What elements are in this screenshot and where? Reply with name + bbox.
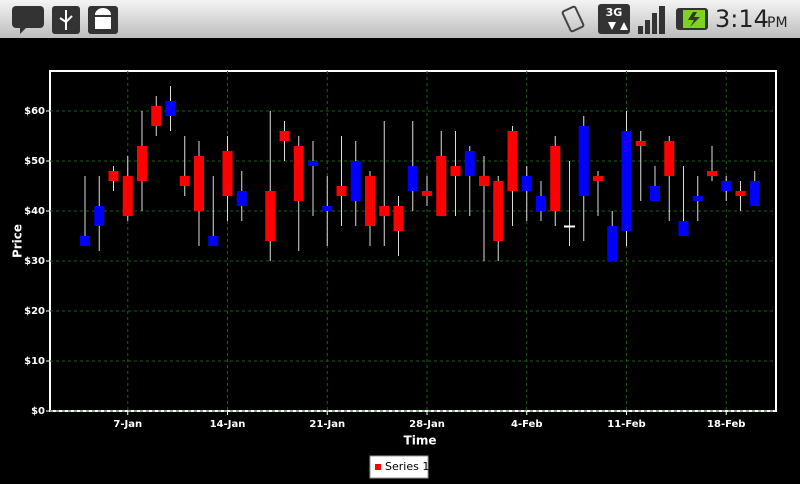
candle-body: [464, 151, 475, 176]
candle-body: [236, 191, 247, 206]
candle-body: [407, 166, 418, 191]
candle-body: [194, 156, 204, 211]
android-head: [95, 8, 111, 15]
signal-bar: [652, 13, 657, 34]
candle-body: [550, 146, 561, 211]
candle-body: [293, 146, 304, 201]
network-type: 3G: [606, 6, 623, 19]
candle-body: [336, 186, 347, 196]
candle-body: [122, 176, 133, 216]
candle-body: [650, 186, 660, 201]
candle-body: [222, 151, 233, 196]
chat-icon: [12, 6, 44, 28]
x-tick-label: 7-Jan: [113, 419, 142, 430]
candle-body: [279, 131, 290, 141]
x-tick-label: 14-Jan: [210, 419, 246, 430]
clock-ampm: PM: [767, 15, 788, 31]
notification-icons: [12, 6, 118, 34]
candle-body: [350, 161, 361, 201]
candle-body: [365, 176, 375, 226]
x-axis-title: Time: [404, 434, 437, 448]
candle-body: [721, 181, 732, 191]
candle-body: [151, 106, 162, 126]
candle-body: [621, 131, 632, 231]
x-tick-label: 4-Feb: [511, 419, 542, 430]
candle-body: [593, 176, 603, 181]
candle-body: [507, 131, 518, 191]
candle-body: [707, 171, 717, 176]
candle-body: [436, 156, 447, 216]
y-tick-label: $10: [24, 356, 45, 367]
status-bar: 3G 3:14 PM: [0, 0, 800, 38]
legend: Series 1: [369, 455, 429, 479]
candle-body: [536, 196, 546, 211]
candle-body: [564, 225, 575, 228]
candle-body: [678, 221, 689, 236]
candle-body: [735, 191, 746, 196]
candle-body: [749, 181, 760, 206]
candle-body: [108, 171, 119, 181]
candle-body: [578, 126, 589, 196]
candle-body: [80, 236, 90, 246]
y-tick-label: $40: [24, 206, 45, 217]
y-tick-label: $0: [31, 406, 45, 417]
network-arrows: [608, 22, 628, 30]
candle-body: [422, 191, 432, 196]
clock-time: 3:14: [715, 5, 769, 33]
candle-body: [493, 181, 504, 241]
status-bar-bg: [0, 0, 800, 38]
candle-body: [308, 161, 318, 166]
candle-body: [265, 191, 276, 241]
y-tick-label: $20: [24, 306, 45, 317]
candle-body: [179, 176, 190, 186]
charging-bolt: [688, 12, 700, 27]
chat-icon-tail: [20, 28, 26, 34]
x-tick-label: 18-Feb: [707, 419, 745, 430]
candle-body: [94, 206, 105, 226]
candle-body: [379, 206, 390, 216]
candle-body: [322, 206, 333, 211]
y-tick-label: $50: [24, 156, 45, 167]
x-tick-label: 11-Feb: [607, 419, 645, 430]
candle-body: [635, 141, 646, 146]
candle-body: [393, 206, 404, 231]
android-body: [95, 17, 111, 29]
legend-swatch: [375, 464, 381, 470]
x-tick-label: 28-Jan: [409, 419, 445, 430]
candle-body: [137, 146, 147, 181]
candle-body: [692, 196, 703, 201]
signal-bar: [659, 6, 665, 34]
candle-body: [450, 166, 461, 176]
candle-body: [165, 101, 176, 116]
vibrate-icon: [561, 5, 585, 33]
candle-body: [607, 226, 618, 261]
signal-bar: [645, 20, 650, 34]
x-tick-label: 21-Jan: [309, 419, 345, 430]
y-tick-label: $30: [24, 256, 45, 267]
y-tick-label: $60: [24, 106, 45, 117]
signal-bar: [638, 26, 643, 34]
y-axis-title: Price: [11, 224, 25, 258]
legend-label: Series 1: [385, 460, 429, 473]
usb-symbol: [59, 10, 73, 30]
system-icons: 3G 3:14 PM: [561, 4, 788, 34]
candle-body: [479, 176, 489, 186]
candles: [80, 86, 760, 261]
candle-body: [208, 236, 219, 246]
legend-box: [369, 455, 429, 479]
candle-body: [664, 141, 675, 176]
candle-body: [521, 176, 532, 191]
